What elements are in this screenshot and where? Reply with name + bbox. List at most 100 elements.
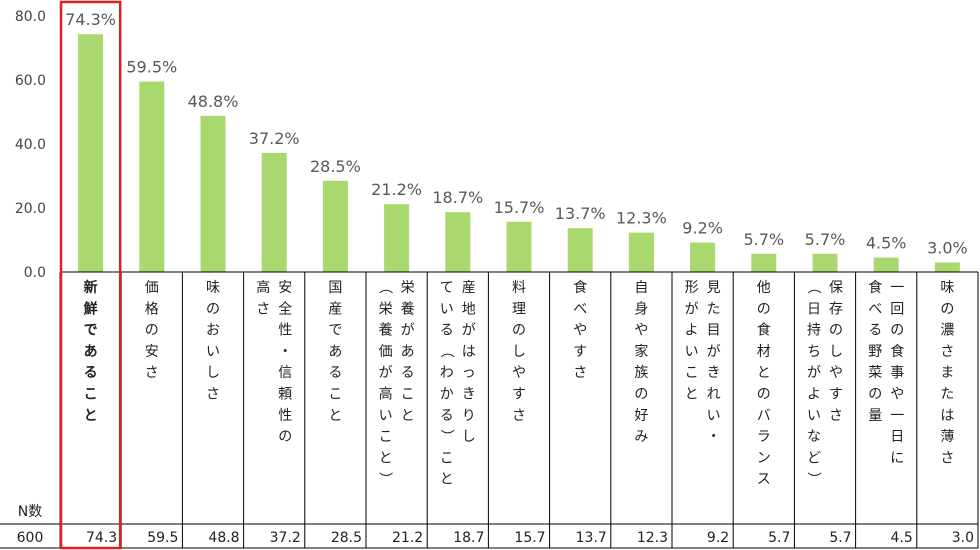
category-label-char: 全: [278, 300, 292, 317]
category-label-char: な: [807, 429, 821, 445]
category-label-char: し: [206, 365, 220, 381]
category-label-char: で: [328, 323, 342, 339]
category-label-char: が: [707, 344, 721, 360]
category-label-char: い: [379, 408, 393, 424]
category-label-char: ン: [757, 450, 771, 466]
table-value-cell: 5.7: [829, 530, 851, 546]
category-label-char: 一: [890, 408, 904, 424]
category-label-char: の: [278, 429, 292, 445]
category-label-char: 栄: [379, 301, 393, 317]
category-label-char: よ: [685, 323, 699, 339]
category-label-char: の: [206, 301, 220, 317]
category-label-char: と: [379, 450, 393, 466]
category-label-char: す: [573, 344, 587, 360]
category-label-char: や: [829, 365, 843, 381]
category-label-char: よ: [807, 387, 821, 403]
bar: [751, 253, 777, 272]
category-label-char: や: [512, 365, 526, 381]
bar: [78, 34, 104, 272]
category-label-char: 価: [145, 280, 159, 296]
category-label-char: さ: [256, 301, 270, 317]
category-label-char: 食: [868, 279, 882, 296]
table-value-cell: 5.7: [768, 530, 790, 546]
category-label-char: た: [940, 387, 954, 403]
category-label-char: 野: [868, 344, 882, 360]
category-label-char: の: [940, 301, 954, 317]
category-label-char: す: [512, 387, 526, 403]
bar: [628, 232, 654, 272]
category-label-char: 新: [84, 279, 98, 296]
category-label-char: 身: [634, 301, 648, 317]
category-label-char: る: [328, 365, 342, 381]
bar-value-label: 59.5%: [126, 58, 177, 77]
category-label-char: ラ: [757, 429, 771, 445]
category-label-char: 存: [829, 301, 843, 317]
bar-value-label: 37.2%: [249, 129, 300, 148]
category-label-char: 菜: [868, 365, 882, 381]
category-label-char: ）: [438, 429, 454, 443]
category-label-char: 食: [573, 279, 587, 296]
bar-value-label: 5.7%: [743, 230, 784, 249]
category-label-char: る: [440, 323, 454, 339]
category-label-char: っ: [462, 365, 476, 381]
category-label-char: 理: [512, 301, 526, 317]
bar-value-label: 3.0%: [927, 238, 968, 257]
y-tick-label: 20.0: [15, 201, 46, 217]
category-label-char: が: [685, 301, 699, 317]
category-label-char: 性: [278, 323, 292, 339]
bar-value-label: 13.7%: [555, 204, 606, 223]
category-label-char: る: [401, 365, 415, 381]
category-label-char: あ: [328, 344, 342, 360]
category-label-char: 族: [634, 365, 648, 381]
category-label-char: 家: [634, 343, 648, 360]
category-label-char: わ: [440, 365, 454, 381]
category-label-char: 信: [278, 365, 292, 381]
category-label-char: さ: [829, 408, 843, 424]
category-label-char: 濃: [940, 323, 954, 339]
category-label-char: す: [829, 387, 843, 403]
category-label-char: い: [685, 344, 699, 360]
category-label-char: 安: [145, 344, 159, 360]
table-value-cell: 37.2: [270, 530, 301, 546]
category-label-char: る: [84, 365, 98, 381]
bar-value-label: 48.8%: [188, 92, 239, 111]
category-label-char: ・: [707, 429, 721, 445]
category-label-char: 食: [757, 322, 771, 339]
category-label-char: の: [512, 323, 526, 339]
bar-value-label: 28.5%: [310, 157, 361, 176]
category-label-char: 一: [890, 280, 904, 296]
category-label-char: に: [890, 450, 904, 466]
category-label-char: 高: [256, 279, 270, 296]
category-label-char: が: [379, 365, 393, 381]
table-value-cell: 18.7: [453, 530, 484, 546]
bar-value-label: 5.7%: [805, 230, 846, 249]
category-label-char: ス: [757, 472, 771, 488]
bar: [384, 204, 410, 272]
category-label-char: で: [84, 323, 98, 339]
category-label-char: こ: [401, 387, 415, 403]
category-label-char: さ: [940, 450, 954, 466]
category-label-char: 鮮: [84, 300, 98, 317]
category-label-char: こ: [685, 365, 699, 381]
category-label-char: こ: [379, 429, 393, 445]
category-label-char: が: [401, 323, 415, 339]
highlight-frame: [59, 0, 122, 550]
category-label-char: 頼: [278, 387, 292, 403]
category-label-char: さ: [940, 344, 954, 360]
bar: [139, 81, 165, 272]
category-label-char: 味: [206, 280, 220, 296]
category-label-char: ）: [805, 472, 821, 486]
y-tick-label: 60.0: [15, 73, 46, 89]
category-label-char: （: [805, 280, 821, 294]
category-label-char: る: [868, 323, 882, 339]
bar: [445, 212, 471, 272]
table-value-cell: 15.7: [514, 530, 545, 546]
category-label-char: 高: [379, 386, 393, 403]
table-value-cell: 4.5: [891, 530, 913, 546]
bar: [567, 228, 593, 272]
category-label-char: が: [807, 365, 821, 381]
category-label-char: と: [84, 408, 98, 424]
category-label-char: し: [829, 344, 843, 360]
category-label-char: さ: [512, 408, 526, 424]
category-label-char: 量: [868, 408, 882, 424]
